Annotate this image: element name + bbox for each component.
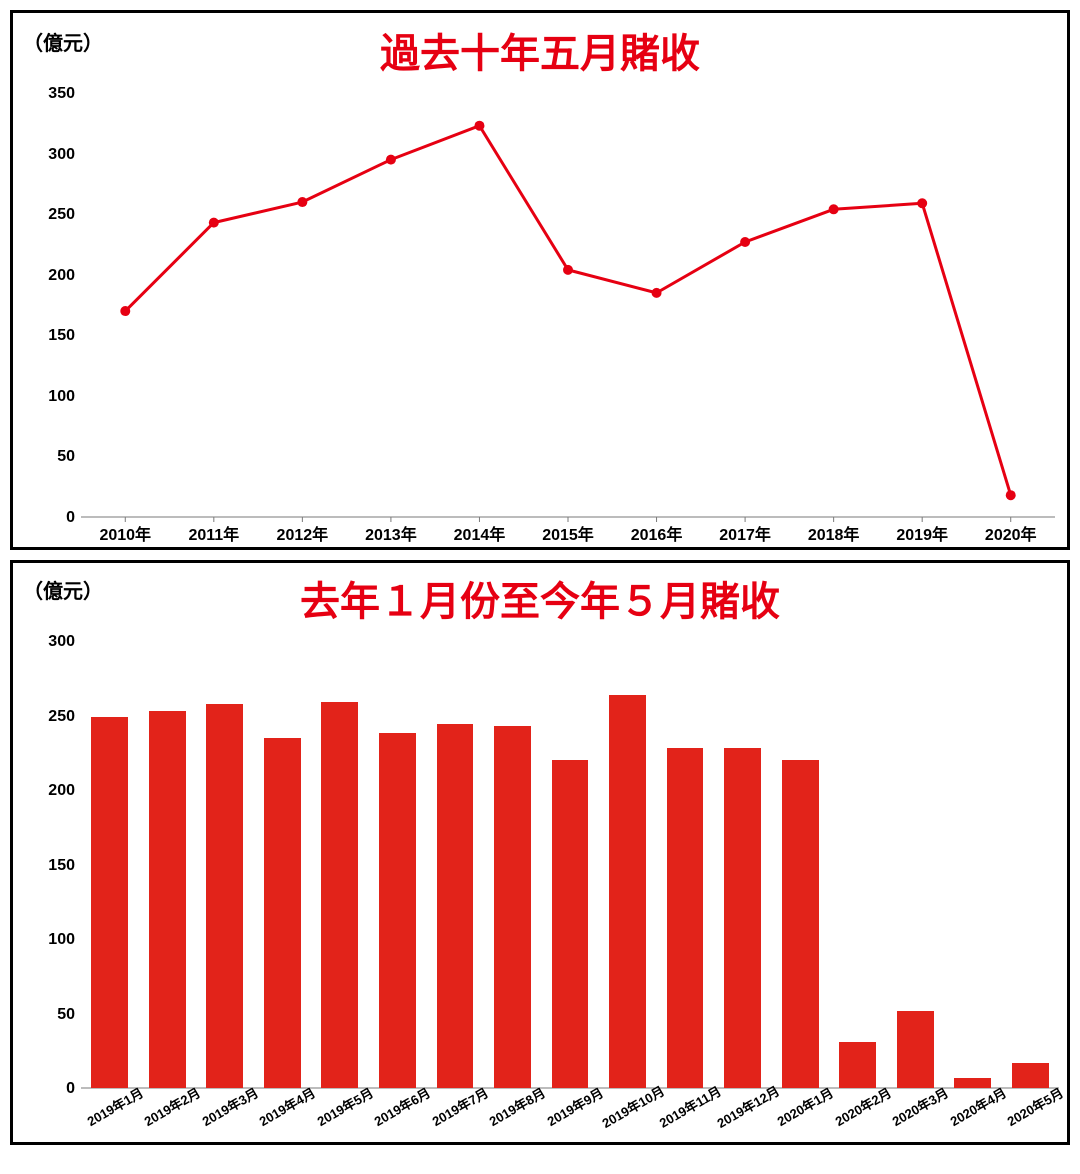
line-chart-panel: 過去十年五月賭收 （億元） 0501001502002503003502010年…: [10, 10, 1070, 550]
bar-chart-bar: [782, 760, 819, 1088]
bar-chart-xtick: 2019年5月: [313, 1082, 376, 1130]
bar-chart-ytick: 100: [48, 931, 75, 949]
bar-chart-xtick: 2020年4月: [946, 1082, 1009, 1130]
bar-chart-xtick: 2020年5月: [1003, 1082, 1066, 1130]
bar-chart-ytick: 300: [48, 633, 75, 651]
line-chart-xtick: 2011年: [188, 521, 239, 545]
bar-chart-ylabel: （億元）: [23, 575, 103, 604]
bar-chart-xtick: 2019年9月: [543, 1082, 606, 1130]
line-chart-plot: 0501001502002503003502010年2011年2012年2013…: [81, 93, 1055, 517]
bar-chart-xtick: 2020年2月: [831, 1082, 894, 1130]
bar-chart-bar: [724, 748, 761, 1088]
bar-chart-title: 去年１月份至今年５月賭收: [13, 569, 1067, 627]
bar-chart-xtick: 2019年3月: [198, 1082, 261, 1130]
bar-chart-xtick: 2019年7月: [428, 1082, 491, 1130]
line-chart-xtick: 2016年: [631, 521, 683, 545]
line-chart-svg: [81, 93, 1055, 517]
line-chart-xtick: 2010年: [99, 521, 151, 545]
bar-chart-xtick: 2019年6月: [370, 1082, 433, 1130]
bar-chart-bar: [609, 695, 646, 1088]
line-chart-xtick: 2014年: [454, 521, 506, 545]
bar-chart-ytick: 250: [48, 708, 75, 726]
bar-chart-bar: [437, 724, 474, 1088]
bar-chart-bar: [494, 726, 531, 1088]
line-chart-ytick: 350: [48, 85, 75, 103]
line-chart-xtick: 2015年: [542, 521, 594, 545]
line-chart-ytick: 100: [48, 388, 75, 406]
line-chart-xtick: 2020年: [985, 521, 1037, 545]
line-chart-ytick: 0: [66, 509, 75, 527]
bar-chart-ytick: 150: [48, 857, 75, 875]
line-chart-xtick: 2012年: [277, 521, 329, 545]
line-chart-ytick: 200: [48, 267, 75, 285]
line-chart-xtick: 2017年: [719, 521, 771, 545]
line-chart-xtick: 2013年: [365, 521, 417, 545]
line-chart-title: 過去十年五月賭收: [13, 21, 1067, 79]
bar-chart-bar: [149, 711, 186, 1088]
bar-chart-xtick: 2019年4月: [255, 1082, 318, 1130]
bar-chart-plot: 0501001502002503002019年1月2019年2月2019年3月2…: [81, 641, 1059, 1088]
bar-chart-xtick: 2019年2月: [140, 1082, 203, 1130]
bar-chart-bar: [379, 733, 416, 1088]
bar-chart-ytick: 0: [66, 1080, 75, 1098]
bar-chart-ytick: 200: [48, 782, 75, 800]
bar-chart-bar: [206, 704, 243, 1088]
line-chart-ytick: 250: [48, 206, 75, 224]
bar-chart-bar: [1012, 1063, 1049, 1088]
line-chart-xtick: 2018年: [808, 521, 860, 545]
bar-chart-ytick: 50: [57, 1006, 75, 1024]
bar-chart-bar: [321, 702, 358, 1088]
bar-chart-bar: [667, 748, 704, 1088]
bar-chart-xtick: 2020年1月: [773, 1082, 836, 1130]
bar-chart-xtick: 2019年1月: [83, 1082, 146, 1130]
bar-chart-bar: [91, 717, 128, 1088]
bar-chart-xtick: 2020年3月: [888, 1082, 951, 1130]
bar-chart-bar: [839, 1042, 876, 1088]
bar-chart-bar: [954, 1078, 991, 1088]
line-chart-ylabel: （億元）: [23, 27, 103, 56]
bar-chart-bar: [264, 738, 301, 1088]
line-chart-ytick: 300: [48, 146, 75, 164]
bar-chart-bar: [897, 1011, 934, 1088]
bar-chart-panel: 去年１月份至今年５月賭收 （億元） 0501001502002503002019…: [10, 560, 1070, 1145]
bar-chart-xtick: 2019年8月: [486, 1082, 549, 1130]
line-chart-ytick: 150: [48, 327, 75, 345]
line-chart-xtick: 2019年: [896, 521, 948, 545]
bar-chart-bar: [552, 760, 589, 1088]
line-chart-ytick: 50: [57, 448, 75, 466]
